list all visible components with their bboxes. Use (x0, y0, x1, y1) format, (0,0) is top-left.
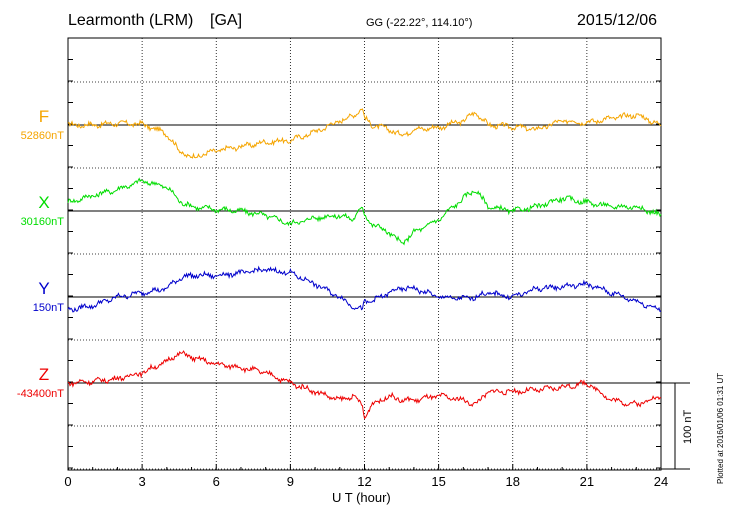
plotted-timestamp: Plotted at 2016/01/06 01:31 UT (716, 372, 725, 484)
grid-lines (68, 38, 661, 470)
x-ticks (67, 464, 662, 470)
station-title: Learmonth (LRM) (68, 12, 194, 29)
scale-bar-label: 100 nT (682, 409, 694, 444)
x-tick-label-9: 9 (286, 474, 294, 489)
chart-date: 2015/12/06 (577, 12, 658, 29)
x-tick-label-12: 12 (357, 474, 372, 489)
x-tick-label-3: 3 (138, 474, 146, 489)
series-line-y (67, 265, 662, 313)
x-tick-label-18: 18 (505, 474, 520, 489)
series-line-z (67, 350, 662, 420)
component-baseline-z: -43400nT (16, 388, 64, 400)
series-lines (67, 108, 662, 420)
x-tick-label-15: 15 (431, 474, 446, 489)
series-line-f (67, 108, 662, 159)
network-tag: [GA] (210, 12, 243, 29)
component-name-f: F (38, 107, 50, 126)
component-baseline-y: 150nT (32, 302, 64, 314)
x-tick-label-6: 6 (212, 474, 220, 489)
x-tick-label-24: 24 (653, 474, 669, 489)
component-name-y: Y (38, 279, 50, 298)
component-baseline-x: 30160nT (20, 216, 64, 228)
x-axis-label: U T (hour) (332, 490, 391, 505)
series-line-x (67, 177, 662, 246)
scale-bar (661, 382, 690, 470)
station-coords: GG (-22.22°, 114.10°) (366, 17, 473, 29)
x-tick-label-21: 21 (579, 474, 595, 489)
component-name-z: Z (38, 365, 50, 384)
component-name-x: X (38, 193, 50, 212)
baselines (68, 124, 661, 384)
x-tick-label-0: 0 (64, 474, 72, 489)
component-baseline-f: 52860nT (20, 130, 64, 142)
